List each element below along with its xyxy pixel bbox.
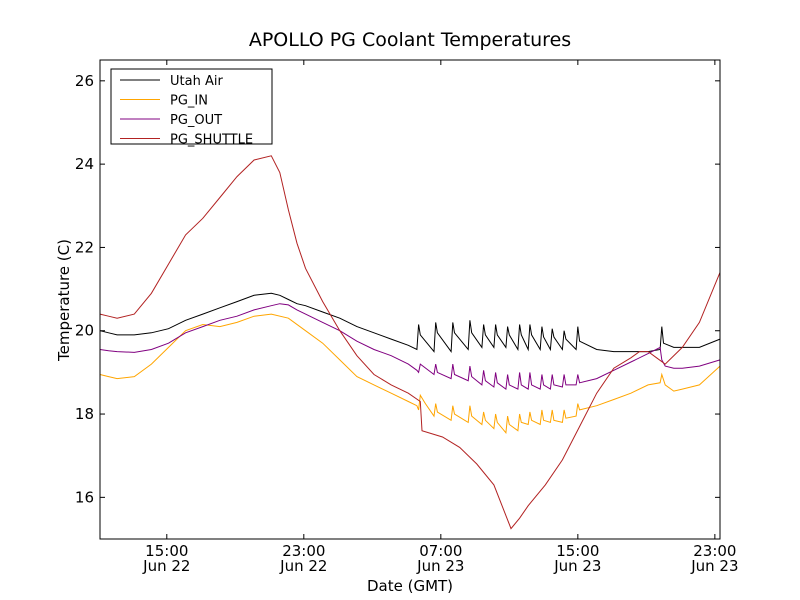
y-tick-label: 20 <box>75 322 94 340</box>
x-tick-label-time: 15:00 <box>145 542 188 560</box>
x-tick-label-time: 15:00 <box>556 542 599 560</box>
plot-frame <box>99 59 721 540</box>
y-tick-label: 24 <box>75 155 94 173</box>
x-axis-label: Date (GMT) <box>367 577 453 595</box>
series-line-pg-out <box>99 303 721 391</box>
legend-label-pg-out: PG_OUT <box>170 113 222 128</box>
y-tick-label: 16 <box>75 488 94 506</box>
series-layer <box>99 155 721 530</box>
x-tick-label-date: Jun 23 <box>553 557 601 575</box>
y-tick-label: 22 <box>75 238 94 256</box>
x-tick-label-date: Jun 22 <box>142 557 190 575</box>
y-tick-label: 18 <box>75 405 94 423</box>
y-axis-label: Temperature (C) <box>55 239 73 362</box>
chart-title: APOLLO PG Coolant Temperatures <box>249 29 571 51</box>
legend-label-utah-air: Utah Air <box>170 74 223 89</box>
legend-box <box>110 68 273 145</box>
x-tick-label-time: 23:00 <box>282 542 325 560</box>
x-tick-label-date: Jun 23 <box>690 557 738 575</box>
legend-label-pg-shuttle: PG_SHUTTLE <box>170 133 253 148</box>
legend-label-pg-in: PG_IN <box>170 94 208 109</box>
series-line-utah-air <box>99 292 721 354</box>
x-tick-label-date: Jun 23 <box>416 557 464 575</box>
x-tick-label-time: 23:00 <box>693 542 736 560</box>
x-tick-label-date: Jun 22 <box>279 557 327 575</box>
y-tick-label: 26 <box>75 72 94 90</box>
series-line-pg-shuttle <box>99 155 721 530</box>
series-line-pg-in <box>99 313 721 435</box>
x-tick-label-time: 07:00 <box>419 542 462 560</box>
legend: Utah Air PG_IN PG_OUT PG_SHUTTLE <box>110 68 273 148</box>
